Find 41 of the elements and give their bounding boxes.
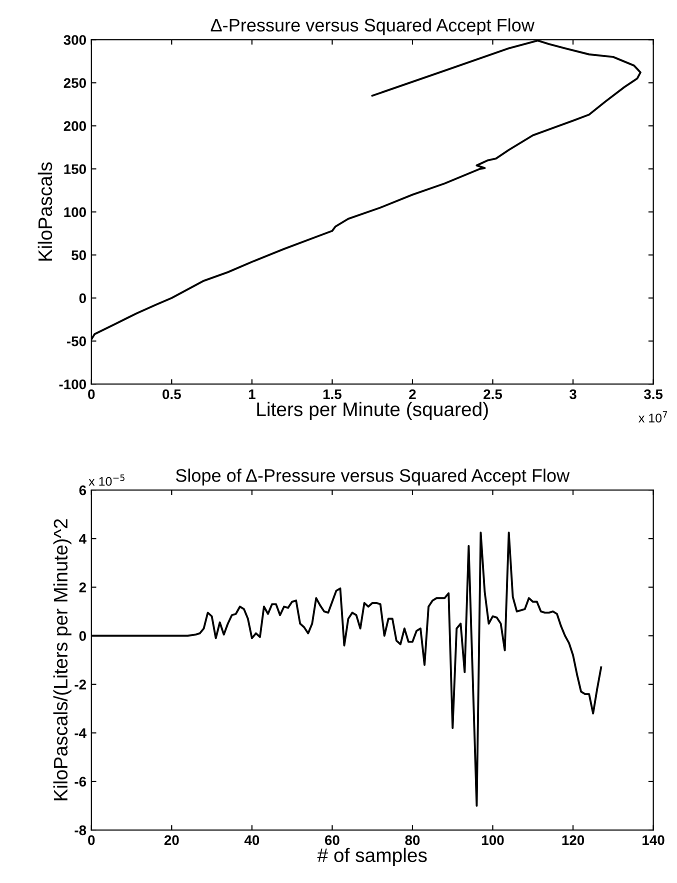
y-tick-label: 0 xyxy=(79,293,86,304)
y-tick-label: -8 xyxy=(74,825,86,836)
x-tick-label: 2 xyxy=(409,389,416,400)
y-tick-label: 150 xyxy=(64,164,86,174)
y-tick-label: 300 xyxy=(64,35,86,45)
y-tick-label: -4 xyxy=(74,728,86,738)
y-tick-label: 200 xyxy=(64,121,86,131)
y-tick-label: -100 xyxy=(59,379,86,390)
y-axis-title: KiloPascals/(Liters per Minute)^2 xyxy=(53,519,72,800)
y-tick-label: 6 xyxy=(79,485,86,496)
y-tick-label: 50 xyxy=(72,250,86,260)
y-tick-label: -50 xyxy=(67,336,86,346)
y-tick-label: 2 xyxy=(79,582,86,592)
x-tick-label: 0.5 xyxy=(162,389,181,400)
x-tick-label: 1.5 xyxy=(323,389,342,400)
x-tick-label: 100 xyxy=(482,835,504,846)
x-tick-label: 3.5 xyxy=(644,389,663,400)
x-tick-label: 20 xyxy=(164,835,179,846)
x-tick-label: 2.5 xyxy=(484,389,502,400)
y-tick-label: -2 xyxy=(74,680,86,690)
x-tick-label: 1 xyxy=(248,389,256,400)
y-tick-label: 0 xyxy=(79,631,86,641)
y-tick-label: 4 xyxy=(79,534,86,544)
y-tick-label: 250 xyxy=(64,78,86,88)
y-tick-label: 100 xyxy=(64,207,86,218)
x-tick-label: 140 xyxy=(642,835,664,846)
chart-title: Slope of Δ-Pressure versus Squared Accept Flow xyxy=(176,468,570,486)
x-axis-title: Liters per Minute (squared) xyxy=(257,402,488,420)
text: x 10$^{7}$ xyxy=(638,411,667,422)
x-tick-label: 0 xyxy=(88,389,95,400)
x-axis-title: # of samples xyxy=(317,848,427,866)
text: x 10$^{−5}$ xyxy=(88,474,124,486)
x-tick-label: 120 xyxy=(562,835,584,846)
x-tick-label: 40 xyxy=(244,835,260,846)
x-tick-label: 60 xyxy=(325,835,340,846)
chart-title: Δ-Pressure versus Squared Accept Flow xyxy=(210,18,534,36)
x-tick-label: 80 xyxy=(405,835,420,846)
x-tick-label: 3 xyxy=(569,389,576,400)
x-tick-label: 0 xyxy=(88,835,95,846)
y-tick-label: -6 xyxy=(74,776,86,787)
y-axis-title: KiloPascals xyxy=(38,162,52,261)
